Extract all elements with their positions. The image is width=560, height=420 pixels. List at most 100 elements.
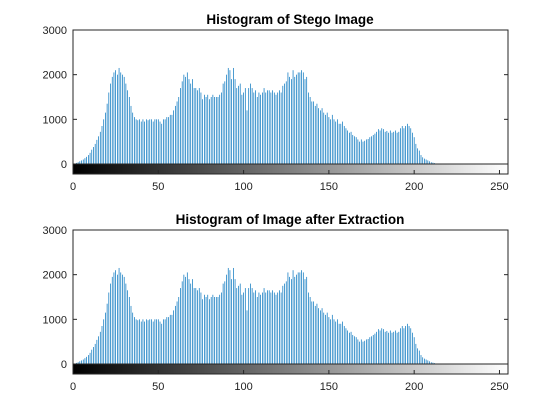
histogram-bar bbox=[328, 317, 330, 364]
x-axis-ticks: 0 50 100 150 200 250 bbox=[70, 170, 509, 193]
histogram-bar bbox=[296, 74, 297, 164]
histogram-bar bbox=[366, 339, 367, 364]
histogram-bar bbox=[149, 319, 151, 364]
histogram-bar bbox=[420, 155, 422, 164]
histogram-bar bbox=[147, 120, 149, 164]
histogram-bar bbox=[239, 83, 241, 164]
histogram-bar bbox=[96, 339, 98, 364]
histogram-bar bbox=[302, 272, 304, 364]
histogram-bar bbox=[408, 126, 410, 164]
histogram-bar bbox=[188, 79, 190, 164]
x-tick-label: 250 bbox=[490, 381, 508, 393]
histogram-bar bbox=[139, 119, 140, 164]
histogram-bar bbox=[171, 314, 173, 364]
x-tick-label: 250 bbox=[490, 181, 508, 193]
histogram-bar bbox=[299, 272, 301, 364]
histogram-bar bbox=[352, 134, 354, 164]
histogram-bar bbox=[285, 81, 287, 164]
histogram-bar bbox=[244, 88, 246, 164]
histogram-bar bbox=[82, 359, 84, 364]
histogram-bar bbox=[123, 276, 125, 364]
histogram-bar bbox=[214, 297, 215, 364]
histogram-bar bbox=[231, 79, 232, 164]
histogram-bar bbox=[79, 361, 81, 364]
histogram-bar bbox=[227, 267, 229, 364]
histogram-bar bbox=[175, 105, 176, 164]
histogram-bar bbox=[161, 123, 163, 164]
histogram-bar bbox=[306, 76, 308, 164]
histogram-bar bbox=[410, 328, 412, 364]
histogram-bar bbox=[258, 92, 260, 164]
histogram-bar bbox=[407, 123, 408, 164]
histogram-bar bbox=[96, 139, 98, 164]
y-tick-label: 3000 bbox=[43, 225, 67, 237]
histogram-bar bbox=[86, 156, 87, 164]
histogram-bar bbox=[77, 162, 79, 164]
y-tick-label: 2000 bbox=[43, 270, 67, 282]
histogram-bar bbox=[253, 92, 255, 164]
histogram-bar bbox=[168, 117, 169, 164]
histogram-bar bbox=[215, 297, 217, 364]
histogram-bar bbox=[175, 305, 176, 364]
histogram-bar bbox=[316, 103, 318, 164]
histogram-bar bbox=[355, 337, 357, 364]
histogram-bar bbox=[123, 76, 125, 164]
histogram-bar bbox=[200, 292, 202, 364]
histogram-bar bbox=[424, 358, 425, 364]
histogram-bar bbox=[246, 110, 248, 164]
histogram-bar bbox=[88, 155, 89, 164]
histogram-bar bbox=[222, 283, 224, 364]
histogram-bar bbox=[337, 319, 338, 364]
histogram-bar bbox=[432, 162, 434, 164]
histogram-bar bbox=[113, 72, 115, 164]
histogram-bar bbox=[93, 347, 94, 364]
histogram-bar bbox=[265, 292, 267, 364]
histogram-bar bbox=[425, 159, 427, 164]
histogram-bar bbox=[275, 94, 277, 164]
histogram-bar bbox=[180, 88, 181, 164]
histogram-bar bbox=[226, 274, 227, 364]
histogram-bar bbox=[403, 128, 405, 164]
histogram-bar bbox=[284, 83, 285, 164]
histogram-bar bbox=[195, 288, 197, 364]
histogram-bar bbox=[248, 288, 250, 364]
histogram-bar bbox=[221, 292, 222, 364]
histogram-bar bbox=[360, 339, 362, 364]
histogram-bar bbox=[372, 334, 374, 364]
histogram-bar bbox=[239, 283, 241, 364]
histogram-bar bbox=[134, 117, 135, 164]
x-tick-label: 0 bbox=[70, 381, 76, 393]
y-tick-label: 0 bbox=[61, 359, 67, 371]
histogram-bar bbox=[308, 292, 309, 364]
histogram-bar bbox=[140, 321, 142, 364]
histogram-bar bbox=[350, 131, 352, 164]
x-tick-label: 50 bbox=[152, 181, 164, 193]
histogram-bar bbox=[103, 319, 105, 364]
histogram-bar bbox=[430, 162, 432, 164]
histogram-bar bbox=[250, 283, 251, 364]
histogram-bar bbox=[330, 119, 331, 164]
histogram-bar bbox=[333, 319, 335, 364]
histogram-bar bbox=[171, 114, 173, 164]
histogram-bar bbox=[388, 332, 389, 364]
histogram-bar bbox=[106, 103, 108, 164]
histogram-bar bbox=[122, 274, 123, 364]
histogram-bar bbox=[234, 279, 236, 364]
histogram-bar bbox=[255, 90, 256, 164]
histogram-bar bbox=[345, 128, 347, 164]
x-tick-label: 0 bbox=[70, 181, 76, 193]
histogram-bar bbox=[400, 128, 401, 164]
histogram-bar bbox=[183, 274, 185, 364]
histogram-bar bbox=[418, 150, 420, 164]
y-axis-ticks: 0 1000 2000 3000 bbox=[43, 225, 508, 371]
histogram-bar bbox=[331, 114, 333, 164]
histogram-bar bbox=[135, 119, 137, 164]
histogram-bar bbox=[192, 279, 193, 364]
histogram-bar bbox=[403, 328, 405, 364]
histogram-bar bbox=[342, 121, 343, 164]
histogram-bar bbox=[246, 310, 248, 364]
y-tick-label: 3000 bbox=[43, 25, 67, 37]
x-tick-label: 150 bbox=[320, 381, 338, 393]
histogram-bar bbox=[166, 317, 168, 364]
